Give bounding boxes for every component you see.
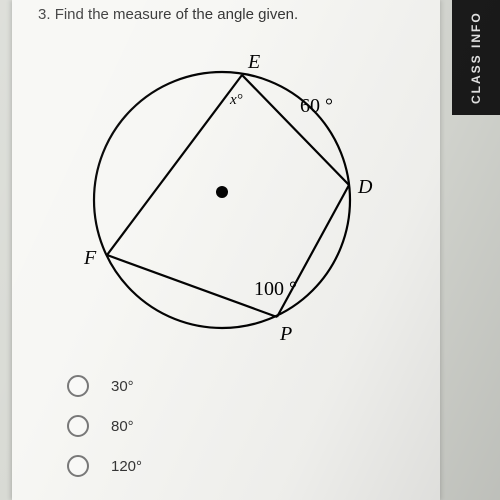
side-tab-label: CLASS INFO bbox=[469, 11, 483, 104]
point-label-p: P bbox=[279, 323, 292, 345]
center-dot bbox=[216, 186, 228, 198]
geometry-diagram: E D P F x° 60 ° 100 ° bbox=[52, 30, 392, 360]
segment bbox=[107, 75, 242, 255]
option-label: 30° bbox=[111, 378, 134, 395]
option-label: 120° bbox=[111, 458, 142, 475]
point-label-e: E bbox=[247, 51, 260, 73]
segment bbox=[107, 255, 277, 317]
radio-icon[interactable] bbox=[67, 455, 89, 477]
question-body: Find the measure of the angle given. bbox=[55, 6, 299, 23]
point-label-f: F bbox=[83, 247, 97, 269]
angle-p-label: 100 ° bbox=[254, 278, 297, 300]
point-label-d: D bbox=[357, 176, 373, 198]
option-row[interactable]: 80° bbox=[67, 415, 142, 437]
radio-icon[interactable] bbox=[67, 375, 89, 397]
side-tab[interactable]: CLASS INFO bbox=[452, 0, 500, 115]
question-number: 3. bbox=[38, 6, 51, 23]
option-label: 80° bbox=[111, 418, 134, 435]
paper-sheet: 3. Find the measure of the angle given. … bbox=[12, 0, 440, 500]
answer-options: 30° 80° 120° bbox=[67, 375, 142, 495]
angle-x-label: x° bbox=[229, 92, 243, 108]
radio-icon[interactable] bbox=[67, 415, 89, 437]
segment bbox=[242, 75, 349, 185]
option-row[interactable]: 120° bbox=[67, 455, 142, 477]
question-text: 3. Find the measure of the angle given. bbox=[38, 6, 298, 23]
angle-d-label: 60 ° bbox=[300, 95, 333, 117]
option-row[interactable]: 30° bbox=[67, 375, 142, 397]
